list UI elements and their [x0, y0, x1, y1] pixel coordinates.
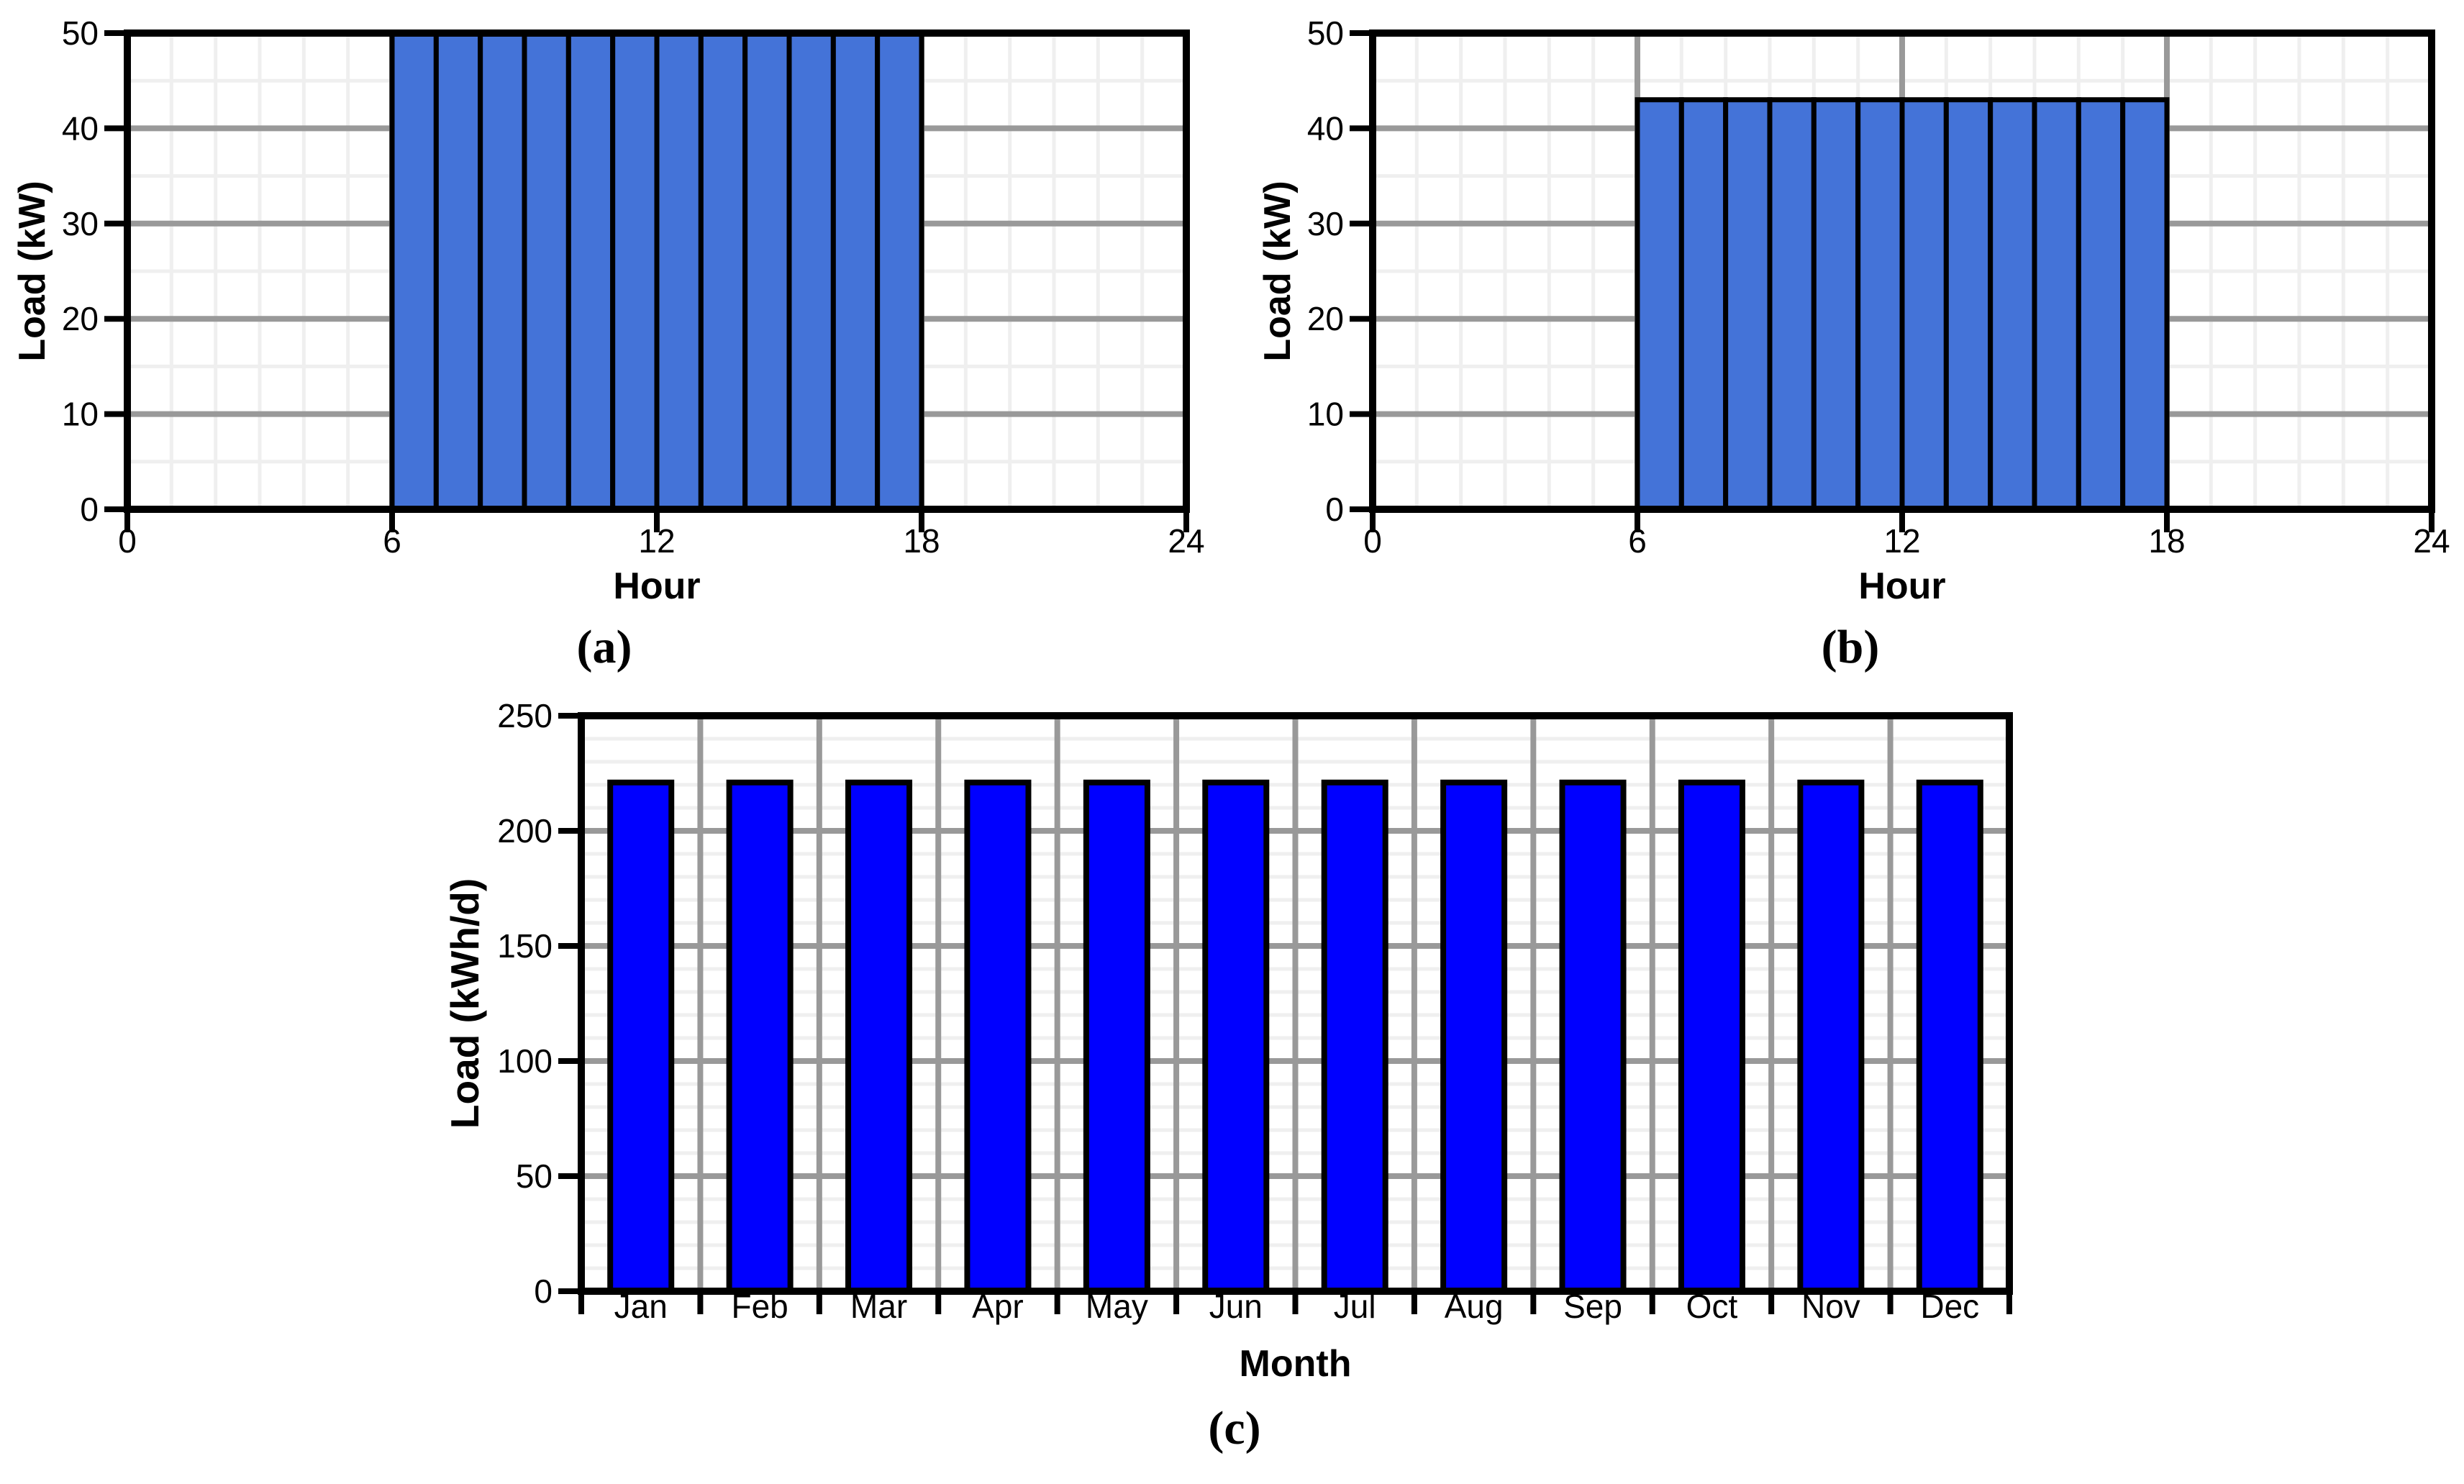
y-tick-label: 50 — [1307, 14, 1344, 52]
panel-caption-c: (c) — [1208, 1402, 1261, 1455]
load-bar — [1083, 779, 1150, 1295]
x-category-label: Nov — [1801, 1288, 1860, 1325]
x-category-label: Jun — [1209, 1288, 1263, 1325]
plot-border — [1369, 29, 2435, 513]
y-tick-label: 50 — [516, 1157, 553, 1195]
load-bar — [433, 30, 483, 512]
panel-caption-a: (a) — [576, 621, 632, 673]
y-tick-label: 50 — [62, 14, 99, 52]
y-tick-label: 150 — [497, 927, 553, 965]
y-tick-label: 0 — [80, 491, 99, 528]
x-category-label: May — [1086, 1288, 1148, 1325]
y-tick-label: 200 — [497, 812, 553, 850]
axes: 0 6 12 18 24 0 10 20 30 40 50 — [1307, 14, 2450, 560]
x-tick-label: 24 — [1168, 522, 1204, 560]
load-bar — [1635, 97, 1684, 512]
load-bar — [1440, 779, 1508, 1295]
x-tick-label: 24 — [2413, 522, 2450, 560]
x-tick-label: 18 — [2148, 522, 2185, 560]
load-bar — [522, 30, 571, 512]
x-axis-title: Hour — [1858, 565, 1945, 607]
x-tick-label: 0 — [1363, 522, 1382, 560]
y-tick-label: 0 — [1325, 491, 1344, 528]
load-bar — [845, 779, 913, 1295]
x-category-label: Mar — [850, 1288, 907, 1325]
axes: 0 6 12 18 24 0 10 20 30 40 50 — [62, 14, 1205, 560]
plot-border — [124, 29, 1190, 513]
axes: Jan Feb Mar Apr May Jun Jul Aug Sep Oct Nov Dec 0 50 1… — [497, 697, 2012, 1325]
load-bar — [1855, 97, 1905, 512]
load-bar — [1202, 779, 1270, 1295]
x-tick-label: 6 — [1628, 522, 1647, 560]
load-bar — [2032, 97, 2081, 512]
load-bar — [1321, 779, 1388, 1295]
load-bar — [875, 30, 924, 512]
load-bar — [964, 779, 1032, 1295]
load-bar — [610, 30, 660, 512]
bars — [607, 779, 1983, 1295]
load-bar — [2076, 97, 2126, 512]
y-tick-label: 40 — [62, 109, 99, 147]
y-tick-label: 10 — [62, 396, 99, 433]
load-bar — [1678, 779, 1745, 1295]
x-category-label: Oct — [1686, 1288, 1738, 1325]
x-tick-label: 0 — [118, 522, 137, 560]
load-bar — [698, 30, 748, 512]
x-category-label: Sep — [1563, 1288, 1622, 1325]
load-bar — [742, 30, 792, 512]
chart-b-hourly-load-plot: 0 6 12 18 24 0 10 20 30 40 50 Hour Load (kW) — [1257, 14, 2450, 607]
x-category-label: Apr — [972, 1288, 1024, 1325]
x-tick-label: 6 — [383, 522, 401, 560]
y-axis-title: Load (kW) — [12, 181, 53, 361]
plot-border — [578, 712, 2013, 1295]
y-axis-title: Load (kWh/d) — [442, 878, 487, 1129]
x-tick-label: 12 — [638, 522, 675, 560]
y-tick-label: 30 — [1307, 205, 1344, 242]
load-bar — [1723, 97, 1773, 512]
load-bar — [1899, 97, 1949, 512]
chart-a-hourly-load-plot: 0 6 12 18 24 0 10 20 30 40 50 Hour Load (kW) — [12, 14, 1205, 607]
y-tick-label: 250 — [497, 697, 553, 734]
y-tick-label: 100 — [497, 1042, 553, 1080]
y-tick-label: 40 — [1307, 109, 1344, 147]
y-tick-label: 20 — [1307, 300, 1344, 337]
load-bar — [1559, 779, 1627, 1295]
x-category-label: Dec — [1920, 1288, 1979, 1325]
load-bar — [1767, 97, 1817, 512]
x-axis-title: Month — [1240, 1343, 1352, 1385]
x-category-label: Aug — [1445, 1288, 1504, 1325]
load-bar — [607, 779, 675, 1295]
load-bar — [726, 779, 794, 1295]
load-bar — [1811, 97, 1861, 512]
load-bar — [654, 30, 704, 512]
bars — [1635, 97, 2170, 512]
x-category-label: Jul — [1334, 1288, 1376, 1325]
load-bar — [2120, 97, 2170, 512]
y-tick-label: 0 — [534, 1273, 553, 1310]
x-category-label: Jan — [614, 1288, 668, 1325]
y-tick-label: 10 — [1307, 396, 1344, 433]
y-tick-label: 20 — [62, 300, 99, 337]
load-bar — [830, 30, 881, 512]
load-bar — [1988, 97, 2037, 512]
bars — [389, 30, 924, 512]
chart-c-monthly-load-plot: Jan Feb Mar Apr May Jun Jul Aug Sep Oct Nov Dec 0 50 1… — [442, 697, 2013, 1385]
load-bar — [786, 30, 836, 512]
load-bar — [1916, 779, 1983, 1295]
x-category-label: Feb — [731, 1288, 788, 1325]
x-axis-title: Hour — [613, 565, 700, 607]
x-tick-label: 12 — [1883, 522, 1920, 560]
load-bar — [478, 30, 527, 512]
load-bar — [389, 30, 439, 512]
load-bar — [565, 30, 616, 512]
load-bar — [1943, 97, 1994, 512]
load-bar — [1797, 779, 1865, 1295]
x-tick-label: 18 — [903, 522, 940, 560]
load-bar — [1678, 97, 1729, 512]
gridlines — [581, 716, 2009, 1291]
panel-caption-b: (b) — [1821, 621, 1880, 673]
y-tick-label: 30 — [62, 205, 99, 242]
y-axis-title: Load (kW) — [1257, 181, 1299, 361]
